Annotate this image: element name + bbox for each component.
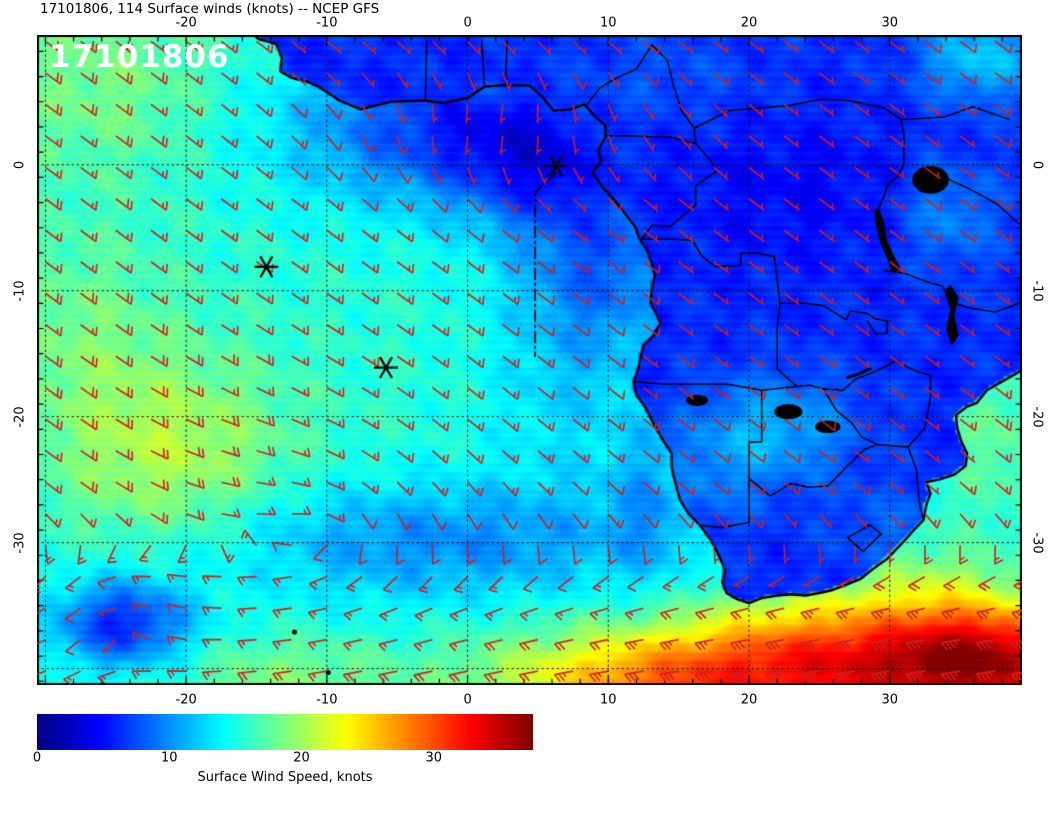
lat-tick-label-right: 0: [1029, 160, 1045, 169]
colorbar: [37, 714, 533, 750]
lon-tick-label-top: -20: [175, 15, 197, 31]
lon-tick-label-bottom: -20: [175, 692, 197, 708]
wind-map-canvas: [37, 35, 1022, 685]
colorbar-tick-label: 30: [425, 750, 443, 766]
lon-tick-label-top: 0: [463, 15, 472, 31]
lat-tick-label-left: -30: [12, 532, 28, 554]
lat-tick-label-left: -10: [12, 280, 28, 302]
lon-tick-label-top: 10: [600, 15, 617, 31]
lon-tick-label-top: 30: [881, 15, 898, 31]
colorbar-tick-label: 10: [160, 750, 178, 766]
colorbar-tick-label: 0: [32, 750, 42, 766]
run-timestamp-label: 17101806: [49, 39, 230, 75]
lat-tick-label-left: 0: [12, 160, 28, 169]
colorbar-tick-label: 20: [293, 750, 310, 766]
lat-tick-label-right: -10: [1029, 280, 1045, 302]
lon-tick-label-bottom: 0: [463, 692, 472, 708]
map-plot: 17101806: [37, 35, 1022, 685]
lon-tick-label-bottom: 10: [600, 692, 617, 708]
lon-tick-label-bottom: 30: [881, 692, 898, 708]
figure-title: 17101806, 114 Surface winds (knots) -- N…: [40, 1, 380, 17]
lon-tick-label-bottom: 20: [740, 692, 758, 708]
lat-tick-label-left: -20: [12, 406, 28, 428]
lat-tick-label-right: -30: [1029, 532, 1045, 554]
colorbar-caption: Surface Wind Speed, knots: [197, 770, 373, 785]
lon-tick-label-top: 20: [740, 15, 758, 31]
lat-tick-label-right: -20: [1029, 406, 1045, 428]
lon-tick-label-bottom: -10: [316, 692, 338, 708]
lon-tick-label-top: -10: [316, 15, 338, 31]
